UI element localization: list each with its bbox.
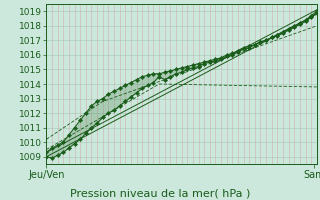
Text: Pression niveau de la mer( hPa ): Pression niveau de la mer( hPa ) [70, 188, 250, 198]
